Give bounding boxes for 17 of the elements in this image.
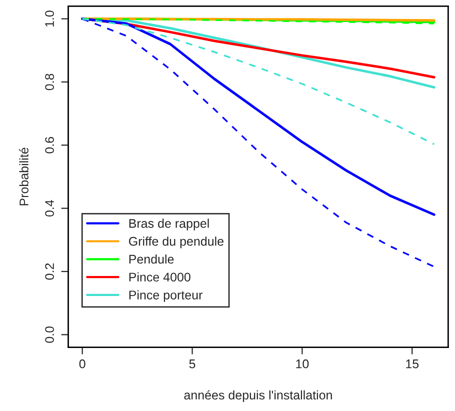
x-tick-label: 10 [296,359,309,368]
y-tick-label: 0.4 [45,200,54,217]
y-tick-label: 0.0 [45,326,54,343]
x-tick-label: 5 [189,360,196,368]
y-tick-label: 1.0 [45,10,54,27]
x-tick-label: 15 [406,360,419,368]
y-tick-label: 0.2 [45,263,54,280]
legend-label: Pendule [129,254,174,264]
x-axis-title: années depuis l'installation [184,390,332,402]
legend-label: Bras de rappel [129,218,209,230]
x-tick-label: 0 [79,359,86,368]
legend-label: Griffe du pendule [128,236,224,248]
y-tick-label: 0.8 [45,74,54,90]
legend-label: Pince porteur [129,290,202,302]
y-tick-label: 0.6 [45,137,54,154]
y-axis-title: Probabilité [19,148,28,206]
legend-label: Pince 4000 [129,272,190,282]
